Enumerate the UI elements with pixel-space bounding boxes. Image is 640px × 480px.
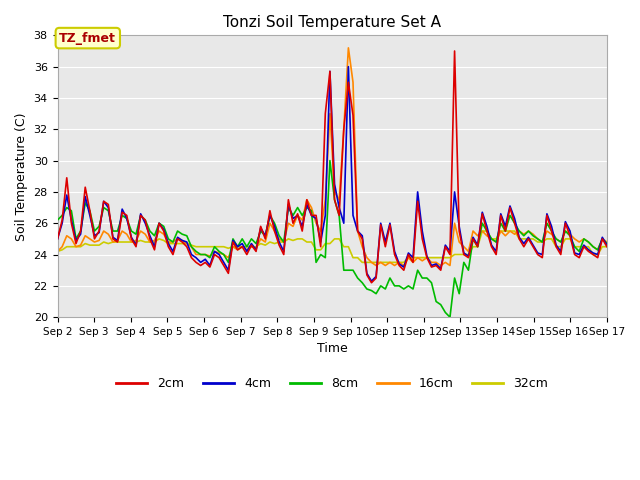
Line: 8cm: 8cm — [58, 161, 607, 317]
16cm — [442, 260, 449, 265]
8cm — [326, 158, 334, 164]
16cm — [497, 228, 504, 234]
4cm — [202, 256, 209, 262]
Line: 4cm: 4cm — [58, 67, 607, 281]
8cm — [169, 239, 177, 245]
4cm — [54, 236, 61, 242]
32cm — [497, 228, 504, 234]
16cm — [202, 252, 209, 257]
Y-axis label: Soil Temperature (C): Soil Temperature (C) — [15, 112, 28, 240]
4cm — [594, 252, 602, 257]
8cm — [54, 217, 61, 223]
8cm — [497, 220, 504, 226]
16cm — [363, 255, 371, 261]
32cm — [437, 255, 445, 261]
32cm — [479, 228, 486, 234]
16cm — [169, 239, 177, 245]
2cm — [603, 244, 611, 250]
2cm — [54, 236, 61, 242]
32cm — [169, 240, 177, 246]
16cm — [603, 239, 611, 245]
4cm — [344, 64, 352, 70]
32cm — [358, 260, 366, 265]
32cm — [202, 244, 209, 250]
4cm — [497, 211, 504, 216]
4cm — [367, 278, 375, 284]
8cm — [446, 314, 454, 320]
4cm — [169, 249, 177, 254]
16cm — [372, 263, 380, 268]
2cm — [497, 213, 504, 218]
2cm — [451, 48, 458, 54]
4cm — [442, 242, 449, 248]
4cm — [363, 270, 371, 276]
2cm — [169, 252, 177, 257]
8cm — [437, 302, 445, 308]
Line: 16cm: 16cm — [58, 48, 607, 265]
2cm — [594, 255, 602, 261]
16cm — [344, 45, 352, 51]
2cm — [358, 236, 366, 242]
4cm — [603, 242, 611, 248]
Line: 2cm: 2cm — [58, 51, 607, 283]
Title: Tonzi Soil Temperature Set A: Tonzi Soil Temperature Set A — [223, 15, 441, 30]
2cm — [202, 260, 209, 265]
Line: 32cm: 32cm — [58, 231, 607, 263]
8cm — [363, 286, 371, 292]
8cm — [202, 252, 209, 257]
16cm — [594, 247, 602, 253]
32cm — [54, 249, 61, 254]
32cm — [603, 244, 611, 250]
2cm — [367, 280, 375, 286]
8cm — [594, 247, 602, 253]
Text: TZ_fmet: TZ_fmet — [60, 32, 116, 45]
X-axis label: Time: Time — [317, 342, 348, 356]
16cm — [54, 249, 61, 254]
32cm — [594, 252, 602, 257]
2cm — [437, 267, 445, 273]
Legend: 2cm, 4cm, 8cm, 16cm, 32cm: 2cm, 4cm, 8cm, 16cm, 32cm — [111, 372, 554, 396]
8cm — [603, 240, 611, 246]
32cm — [363, 260, 371, 265]
